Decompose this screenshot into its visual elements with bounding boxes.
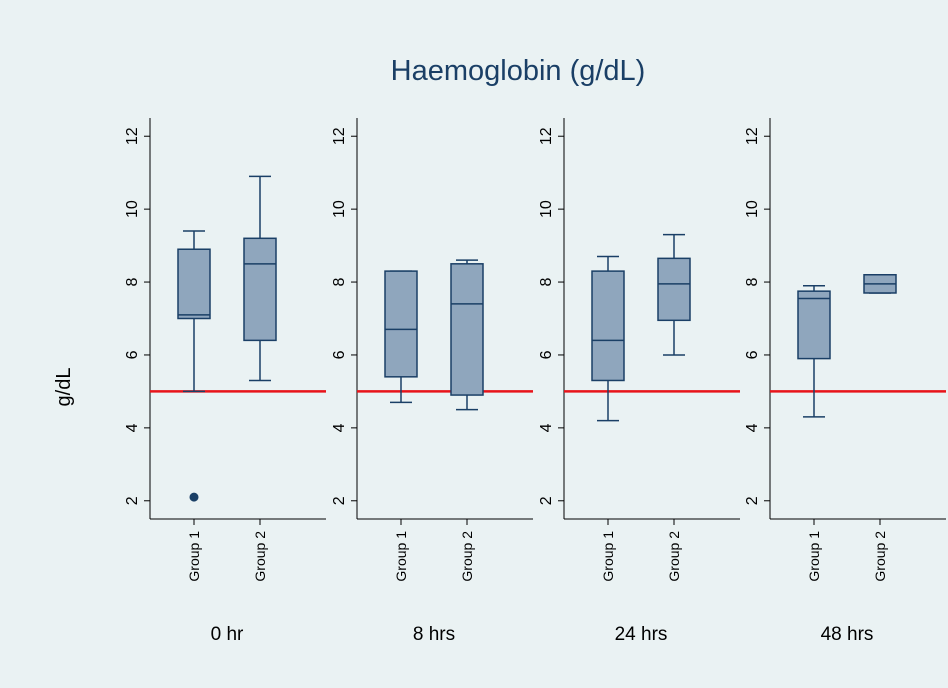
panel-4: 2 4 6 8 10 12 Group 1 Group 2 48 hrs — [744, 118, 946, 645]
iqr-box — [243, 237, 277, 342]
y-tick-label: 8 — [124, 277, 141, 286]
y-tick-label: 4 — [331, 423, 348, 432]
y-tick-label: 2 — [124, 496, 141, 505]
category-label: Group 2 — [459, 531, 475, 582]
panel-1: 2 4 6 8 10 12 Group 1 Group 2 0 hr — [124, 118, 326, 645]
panel-3: 2 4 6 8 10 12 Group 1 Group 2 24 hrs — [538, 118, 740, 645]
category-label: Group 2 — [252, 531, 268, 582]
y-tick-label: 8 — [538, 277, 555, 286]
box-1 — [591, 255, 625, 422]
iqr-box — [450, 263, 484, 396]
panels-layer: 2 4 6 8 10 12 Group 1 Group 2 0 hr 2 4 6 8 10 12 Group … — [124, 118, 946, 645]
panel-label: 8 hrs — [413, 624, 455, 645]
y-tick-label: 4 — [744, 423, 761, 432]
iqr-box — [657, 257, 691, 322]
y-tick-label: 12 — [538, 127, 555, 145]
box-1 — [797, 284, 831, 418]
iqr-box — [797, 290, 831, 360]
box-1 — [384, 270, 418, 404]
y-tick-label: 12 — [331, 127, 348, 145]
y-tick-label: 8 — [744, 277, 761, 286]
y-tick-label: 10 — [331, 200, 348, 218]
category-label: Group 1 — [600, 531, 616, 582]
panel-label: 0 hr — [211, 624, 244, 645]
y-tick-label: 10 — [124, 200, 141, 218]
category-label: Group 2 — [666, 531, 682, 582]
box-2 — [863, 274, 897, 294]
y-tick-label: 4 — [124, 423, 141, 432]
category-label: Group 1 — [186, 531, 202, 582]
category-label: Group 1 — [393, 531, 409, 582]
category-label: Group 1 — [806, 531, 822, 582]
box-2 — [657, 233, 691, 356]
iqr-box — [177, 248, 211, 320]
y-tick-label: 12 — [744, 127, 761, 145]
y-tick-label: 6 — [538, 350, 555, 359]
y-tick-label: 10 — [538, 200, 555, 218]
y-tick-label: 6 — [331, 350, 348, 359]
iqr-box — [591, 270, 625, 382]
panel-2: 2 4 6 8 10 12 Group 1 Group 2 8 hrs — [331, 118, 533, 645]
y-tick-label: 12 — [124, 127, 141, 145]
y-tick-label: 2 — [331, 496, 348, 505]
y-tick-label: 2 — [538, 496, 555, 505]
category-label: Group 2 — [872, 531, 888, 582]
panel-label: 48 hrs — [821, 624, 874, 645]
outlier-point — [189, 492, 199, 502]
y-tick-label: 10 — [744, 200, 761, 218]
y-tick-label: 6 — [744, 350, 761, 359]
iqr-box — [384, 270, 418, 378]
y-tick-label: 4 — [538, 423, 555, 432]
box-1 — [177, 230, 211, 502]
y-axis-label: g/dL — [53, 368, 75, 407]
panel-label: 24 hrs — [615, 624, 668, 645]
y-tick-label: 2 — [744, 496, 761, 505]
chart-title: Haemoglobin (g/dL) — [391, 55, 646, 87]
y-tick-label: 8 — [331, 277, 348, 286]
box-2 — [450, 259, 484, 411]
y-tick-label: 6 — [124, 350, 141, 359]
box-2 — [243, 175, 277, 382]
